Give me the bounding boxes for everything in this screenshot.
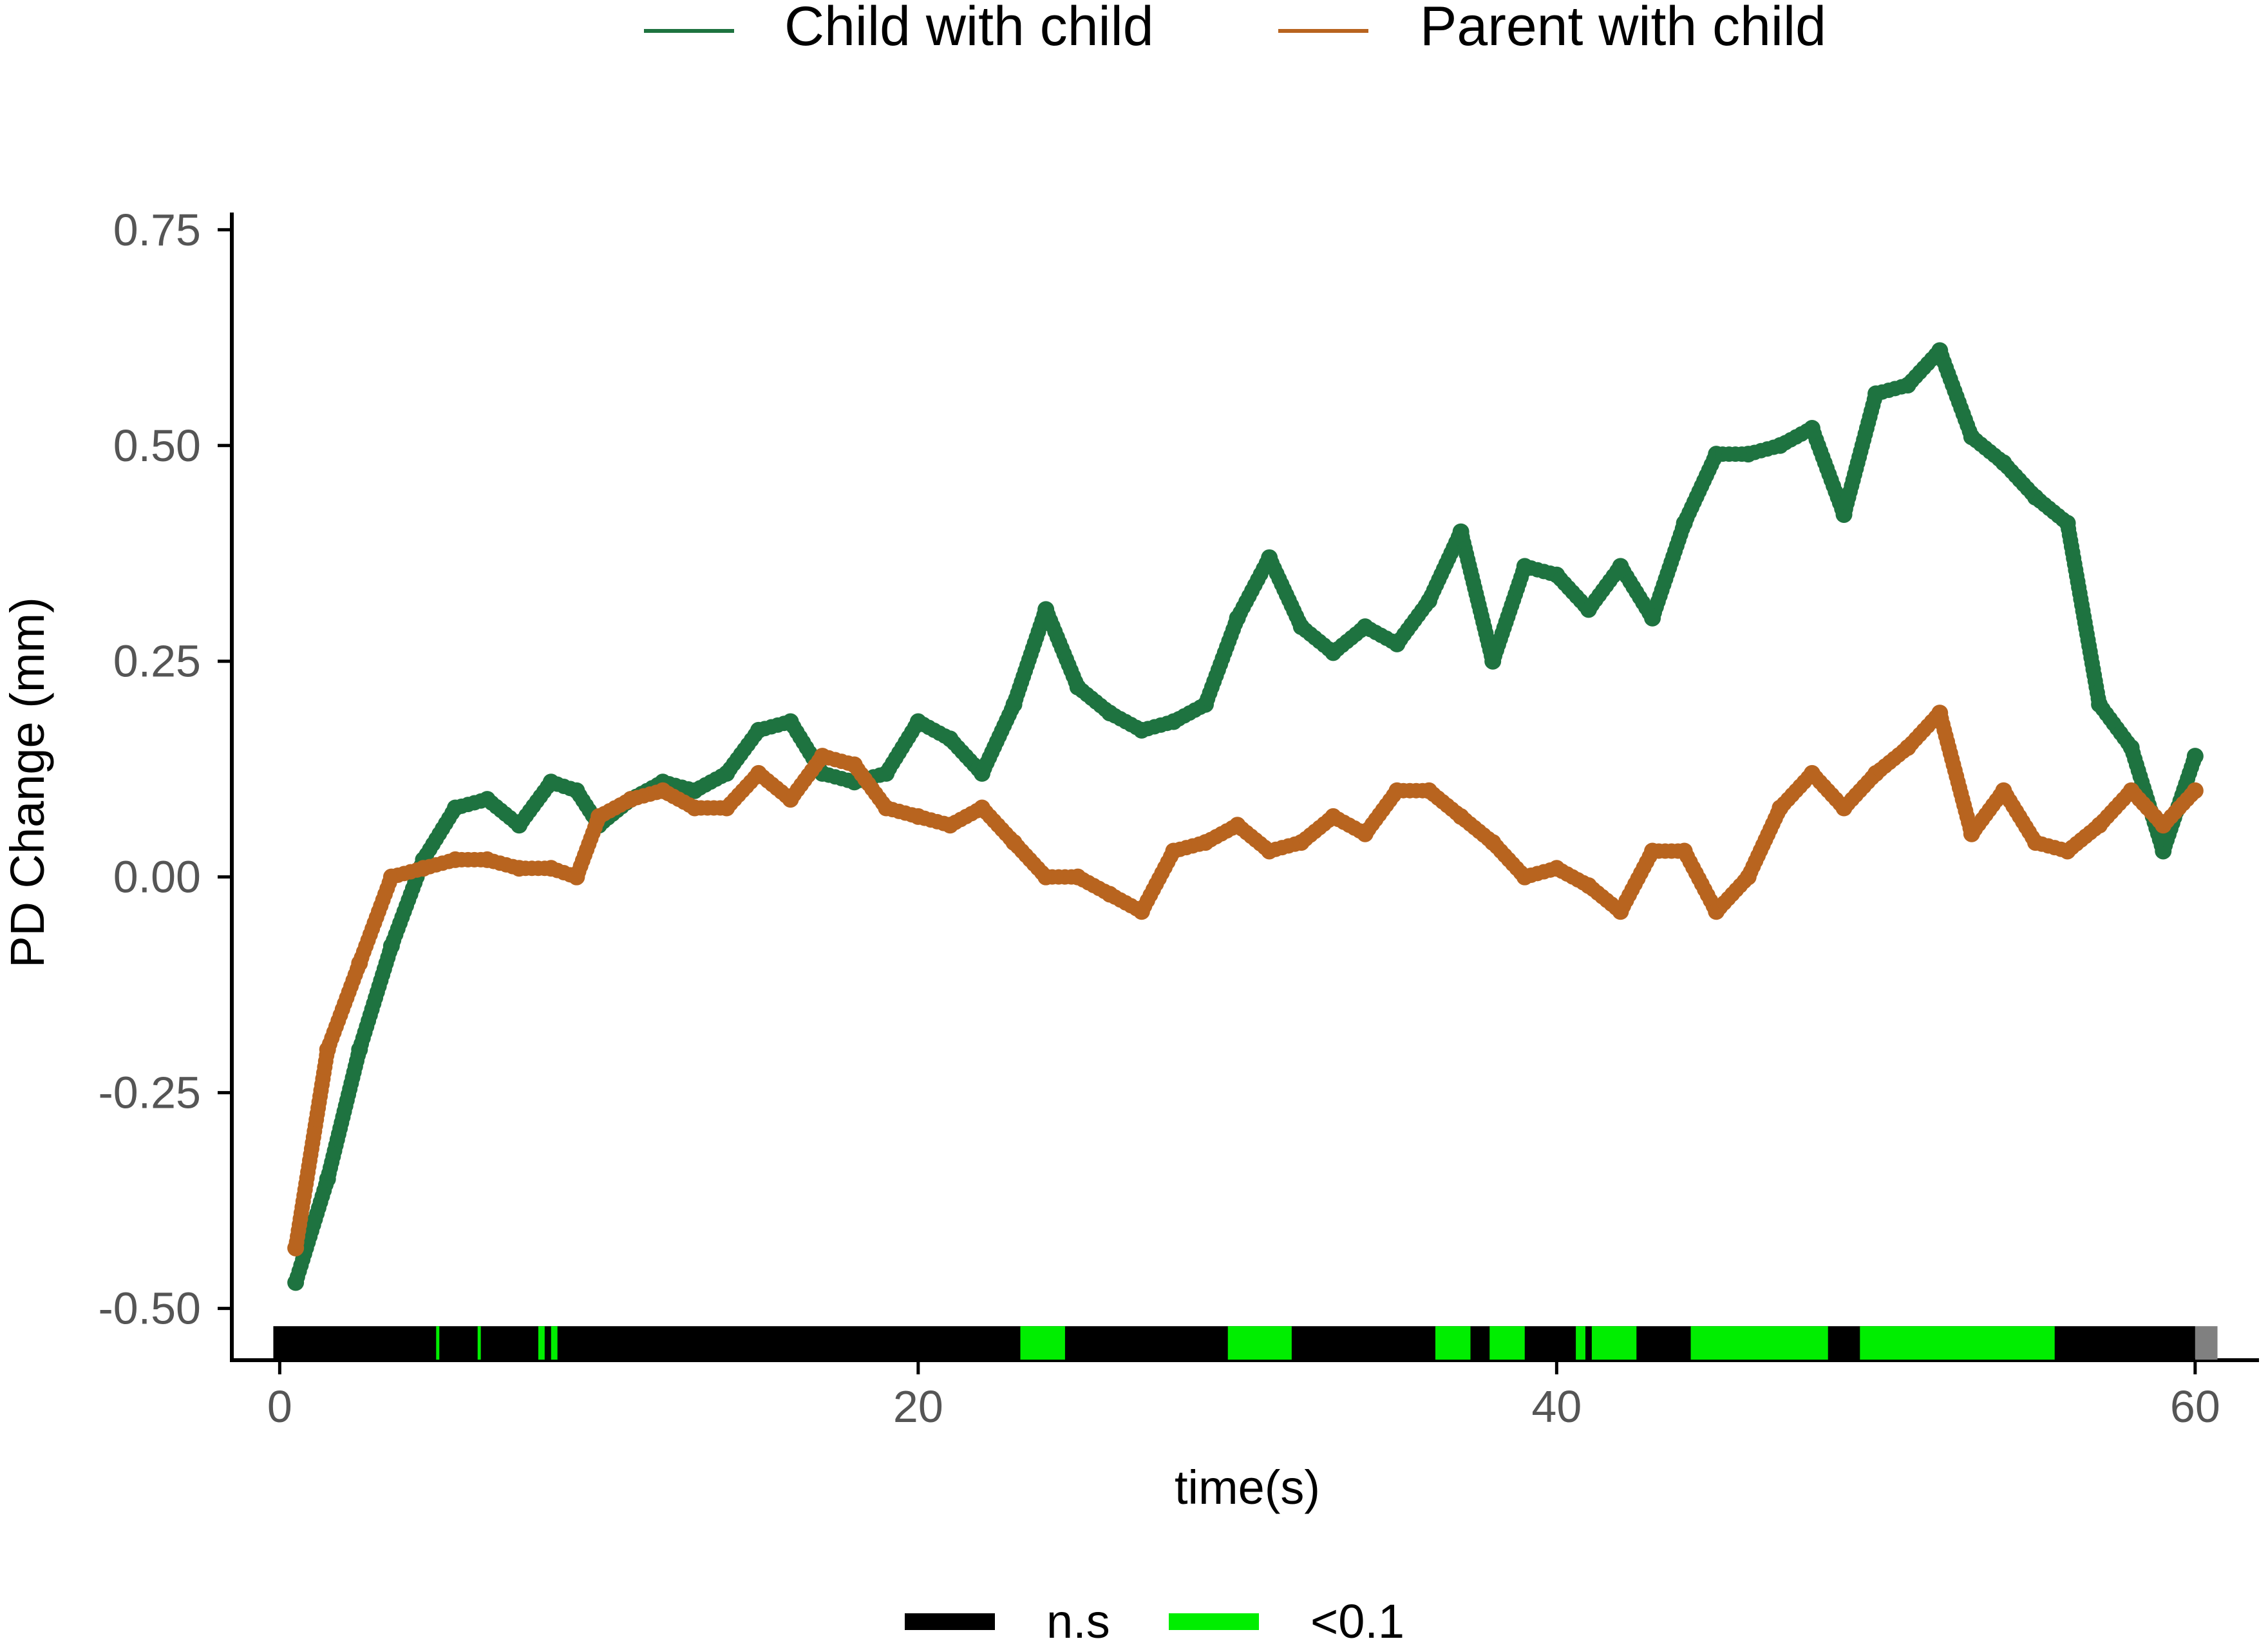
y-tick-label: -0.50 [98,1284,201,1334]
x-tick-label: 0 [267,1381,292,1432]
x-axis-title: time(s) [1175,1461,1320,1514]
legend-label-p-lt-0-1: <0.1 [1310,1595,1404,1648]
sig-bar-end-cap [2195,1326,2218,1360]
x-tick-label: 20 [893,1381,943,1432]
y-tick-label: 0.50 [113,421,201,471]
legend-label-parent: Parent with child [1420,0,1826,57]
sig-bar-p-lt-0-1 [538,1326,545,1360]
x-tick-label: 40 [1531,1381,1582,1432]
series-legend: Child with child Parent with child [644,0,1826,57]
series-parent-with-child [287,705,2204,1256]
sig-bar-p-lt-0-1 [1690,1326,1828,1360]
sig-bar-p-lt-0-1 [1227,1326,1292,1360]
sig-bar-p-lt-0-1 [1489,1326,1525,1360]
y-tick-label: 0.25 [113,636,201,687]
legend-label-child: Child with child [784,0,1154,57]
significance-bar [273,1326,2218,1360]
y-tick-label: 0.75 [113,205,201,255]
y-tick-label: -0.25 [98,1068,201,1118]
series-child-with-child [287,342,2204,1291]
sig-bar-p-lt-0-1 [1860,1326,2055,1360]
sig-bar-p-lt-0-1 [1435,1326,1471,1360]
data-point [2186,748,2204,765]
legend-swatch-p-lt-0-1 [1169,1613,1259,1630]
axes: -0.50 -0.25 0.00 0.25 0.50 0.75 0 20 40 60 time(… [1,205,2259,1514]
y-axis-title: PD Change (mm) [1,597,54,968]
legend-swatch-ns [905,1613,995,1630]
sig-bar-p-lt-0-1 [436,1326,440,1360]
significance-legend: n.s <0.1 [905,1595,1404,1648]
sig-bar-p-lt-0-1 [551,1326,558,1360]
sig-bar-p-lt-0-1 [1576,1326,1585,1360]
x-tick-label: 60 [2170,1381,2220,1432]
legend-label-ns: n.s [1046,1595,1110,1648]
y-tick-label: 0.00 [113,852,201,902]
sig-bar-p-lt-0-1 [1591,1326,1637,1360]
y-axis-ticks: -0.50 -0.25 0.00 0.25 0.50 0.75 [98,205,232,1334]
sig-bar-p-lt-0-1 [477,1326,481,1360]
data-point [2186,782,2204,799]
sig-bar-p-lt-0-1 [1020,1326,1065,1360]
x-axis-ticks: 0 20 40 60 [267,1360,2220,1432]
